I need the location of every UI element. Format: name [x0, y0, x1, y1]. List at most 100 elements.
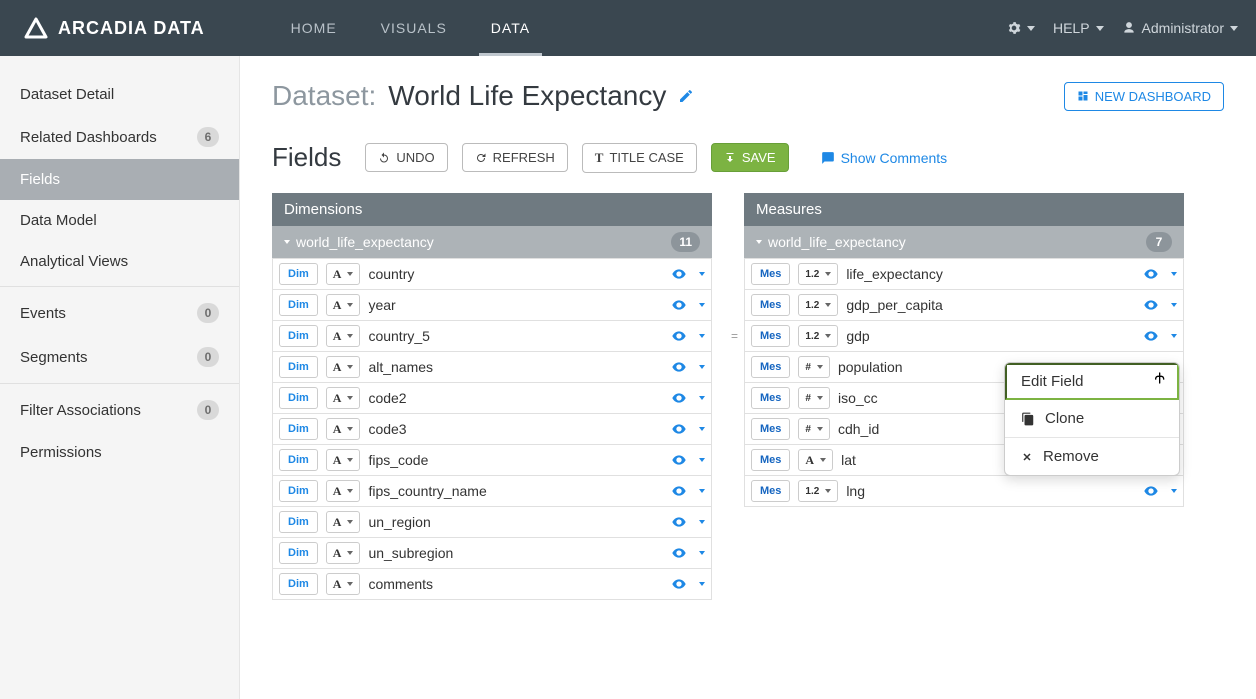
- save-button[interactable]: SAVE: [711, 143, 789, 172]
- visibility-toggle[interactable]: [671, 576, 687, 592]
- dimensions-table-header[interactable]: world_life_expectancy 11: [272, 226, 712, 258]
- type-selector[interactable]: A: [326, 387, 361, 409]
- topnav-item-data[interactable]: DATA: [469, 0, 552, 56]
- type-selector[interactable]: A: [326, 449, 361, 471]
- type-selector[interactable]: A: [326, 480, 361, 502]
- type-selector[interactable]: A: [326, 511, 361, 533]
- visibility-toggle[interactable]: [671, 297, 687, 313]
- edit-title-button[interactable]: [678, 88, 694, 104]
- new-dashboard-button[interactable]: NEW DASHBOARD: [1064, 82, 1224, 111]
- type-selector[interactable]: #: [798, 387, 830, 409]
- topnav-item-visuals[interactable]: VISUALS: [359, 0, 469, 56]
- measure-pill[interactable]: Mes: [751, 387, 790, 409]
- measure-pill[interactable]: Mes: [751, 294, 790, 316]
- row-menu-caret[interactable]: [699, 520, 705, 524]
- dimension-pill[interactable]: Dim: [279, 263, 318, 285]
- measure-pill[interactable]: Mes: [751, 418, 790, 440]
- sidebar-item[interactable]: Data Model: [0, 200, 239, 241]
- type-selector[interactable]: 1.2: [798, 480, 838, 502]
- dimension-pill[interactable]: Dim: [279, 387, 318, 409]
- dimension-pill[interactable]: Dim: [279, 356, 318, 378]
- visibility-toggle[interactable]: [671, 483, 687, 499]
- row-menu-caret[interactable]: [1171, 272, 1177, 276]
- sidebar-item[interactable]: Filter Associations0: [0, 388, 239, 432]
- type-selector[interactable]: #: [798, 418, 830, 440]
- row-menu-caret[interactable]: [699, 458, 705, 462]
- sidebar-item[interactable]: Related Dashboards6: [0, 115, 239, 159]
- sidebar-item[interactable]: Fields: [0, 159, 239, 200]
- visibility-toggle[interactable]: [671, 514, 687, 530]
- visibility-toggle[interactable]: [671, 421, 687, 437]
- type-selector[interactable]: A: [326, 356, 361, 378]
- measure-pill[interactable]: Mes: [751, 449, 790, 471]
- row-menu-caret[interactable]: [699, 551, 705, 555]
- type-selector[interactable]: A: [326, 573, 361, 595]
- type-glyph: 1.2: [805, 331, 819, 342]
- type-selector[interactable]: A: [326, 263, 361, 285]
- type-selector[interactable]: A: [326, 418, 361, 440]
- row-menu-caret[interactable]: [699, 365, 705, 369]
- type-selector[interactable]: 1.2: [798, 263, 838, 285]
- menu-edit-field[interactable]: Edit Field: [1005, 363, 1179, 400]
- measures-table-header[interactable]: world_life_expectancy 7: [744, 226, 1184, 258]
- measure-pill[interactable]: Mes: [751, 263, 790, 285]
- visibility-toggle[interactable]: [1143, 266, 1159, 282]
- visibility-toggle[interactable]: [671, 390, 687, 406]
- visibility-toggle[interactable]: [671, 266, 687, 282]
- dimensions-count: 11: [671, 232, 700, 252]
- visibility-toggle[interactable]: [671, 328, 687, 344]
- dimension-pill[interactable]: Dim: [279, 511, 318, 533]
- undo-button[interactable]: UNDO: [365, 143, 447, 172]
- refresh-button[interactable]: REFRESH: [462, 143, 568, 172]
- row-menu-caret[interactable]: [699, 427, 705, 431]
- sidebar-item[interactable]: Events0: [0, 291, 239, 335]
- measure-pill[interactable]: Mes: [751, 356, 790, 378]
- visibility-toggle[interactable]: [1143, 297, 1159, 313]
- sidebar-item[interactable]: Segments0: [0, 335, 239, 379]
- type-selector[interactable]: A: [326, 294, 361, 316]
- type-selector[interactable]: 1.2: [798, 325, 838, 347]
- topnav-item-home[interactable]: HOME: [269, 0, 359, 56]
- dataset-label: Dataset:: [272, 80, 376, 112]
- brand-logo[interactable]: ARCADIA DATA: [0, 17, 229, 39]
- type-selector[interactable]: 1.2: [798, 294, 838, 316]
- sidebar-item[interactable]: Dataset Detail: [0, 74, 239, 115]
- type-selector[interactable]: A: [326, 542, 361, 564]
- type-selector[interactable]: A: [798, 449, 833, 471]
- visibility-toggle[interactable]: [1143, 328, 1159, 344]
- measure-pill[interactable]: Mes: [751, 480, 790, 502]
- sidebar-item[interactable]: Analytical Views: [0, 241, 239, 282]
- menu-remove[interactable]: Remove: [1005, 438, 1179, 475]
- dimension-pill[interactable]: Dim: [279, 480, 318, 502]
- row-menu-caret[interactable]: [699, 396, 705, 400]
- measure-pill[interactable]: Mes: [751, 325, 790, 347]
- dimension-pill[interactable]: Dim: [279, 542, 318, 564]
- help-menu[interactable]: HELP: [1053, 20, 1104, 36]
- row-menu-caret[interactable]: [1171, 334, 1177, 338]
- dimension-pill[interactable]: Dim: [279, 449, 318, 471]
- dimension-pill[interactable]: Dim: [279, 418, 318, 440]
- dimension-pill[interactable]: Dim: [279, 573, 318, 595]
- visibility-toggle[interactable]: [671, 452, 687, 468]
- row-menu-caret[interactable]: [699, 582, 705, 586]
- menu-clone[interactable]: Clone: [1005, 400, 1179, 437]
- dimension-pill[interactable]: Dim: [279, 294, 318, 316]
- row-menu-caret[interactable]: [699, 489, 705, 493]
- row-menu-caret[interactable]: [1171, 303, 1177, 307]
- row-menu-caret[interactable]: [699, 272, 705, 276]
- titlecase-button[interactable]: T TITLE CASE: [582, 143, 697, 173]
- row-menu-caret[interactable]: [1171, 489, 1177, 493]
- row-menu-caret[interactable]: [699, 334, 705, 338]
- visibility-toggle[interactable]: [671, 545, 687, 561]
- type-selector[interactable]: #: [798, 356, 830, 378]
- type-selector[interactable]: A: [326, 325, 361, 347]
- show-comments-link[interactable]: Show Comments: [821, 150, 948, 166]
- visibility-toggle[interactable]: [1143, 483, 1159, 499]
- sidebar-item[interactable]: Permissions: [0, 432, 239, 473]
- user-menu[interactable]: Administrator: [1122, 20, 1238, 36]
- type-glyph: 1.2: [805, 300, 819, 311]
- dimension-pill[interactable]: Dim: [279, 325, 318, 347]
- row-menu-caret[interactable]: [699, 303, 705, 307]
- visibility-toggle[interactable]: [671, 359, 687, 375]
- settings-menu[interactable]: [1007, 21, 1035, 35]
